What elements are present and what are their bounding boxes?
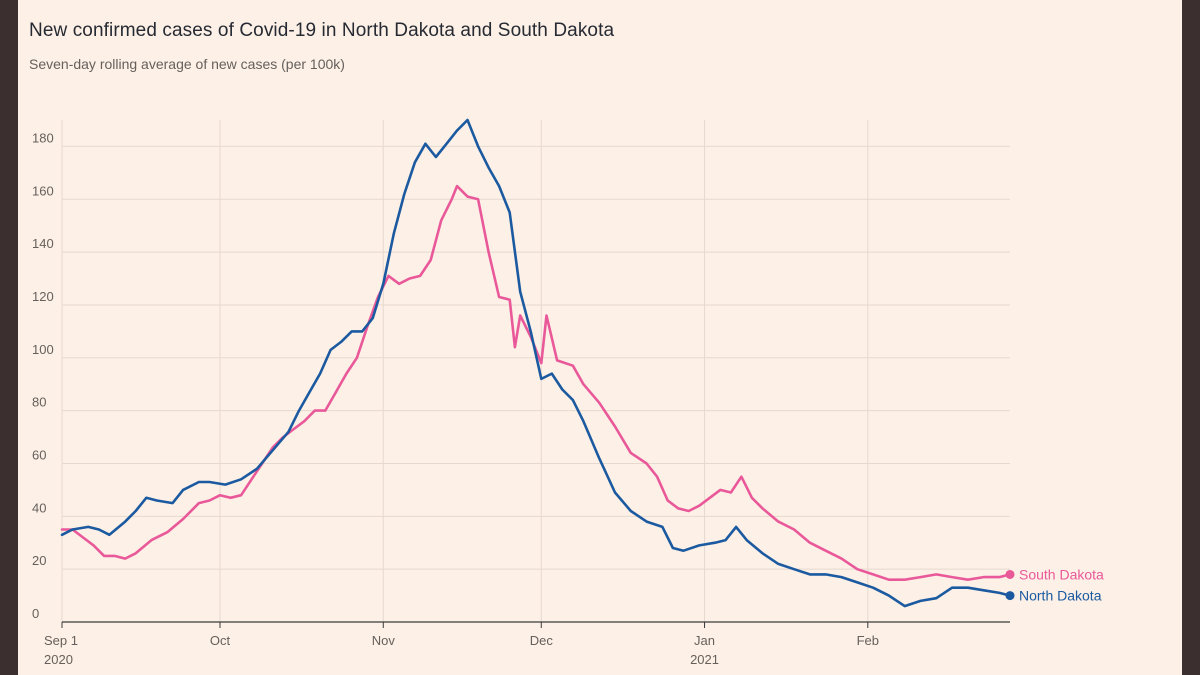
north-dakota-end-marker (1005, 591, 1015, 601)
y-tick-label: 180 (32, 130, 54, 145)
y-tick-label: 40 (32, 500, 46, 515)
x-tick-label: Sep 1 (44, 633, 78, 648)
chart-panel: New confirmed cases of Covid-19 in North… (18, 0, 1182, 675)
chart-subtitle: Seven-day rolling average of new cases (… (29, 56, 345, 72)
x-tick-label: Jan (694, 633, 715, 648)
south-dakota-line (60, 184, 1012, 581)
y-tick-label: 80 (32, 395, 46, 410)
south-dakota-label: South Dakota (1019, 566, 1104, 582)
x-tick-label: Nov (372, 633, 396, 648)
x-tick-label: Oct (210, 633, 231, 648)
line-chart: 0 20 40 60 80 100 120 140 160 180 Sep 1 2020 Oct Nov D… (32, 118, 1104, 667)
north-dakota-label: North Dakota (1019, 588, 1102, 604)
y-tick-label: 20 (32, 553, 46, 568)
y-tick-label: 140 (32, 236, 54, 251)
y-tick-label: 120 (32, 289, 54, 304)
north-dakota-line (60, 118, 1012, 608)
x-tick-label: Feb (857, 633, 879, 648)
x-tick-year-label: 2021 (690, 652, 719, 667)
south-dakota-end-marker (1005, 569, 1015, 579)
y-tick-label: 160 (32, 183, 54, 198)
y-tick-label: 0 (32, 606, 39, 621)
y-tick-label: 100 (32, 342, 54, 357)
chart-title: New confirmed cases of Covid-19 in North… (29, 20, 615, 41)
x-tick-year-label: 2020 (44, 652, 73, 667)
y-tick-label: 60 (32, 447, 46, 462)
x-tick-label: Dec (530, 633, 554, 648)
